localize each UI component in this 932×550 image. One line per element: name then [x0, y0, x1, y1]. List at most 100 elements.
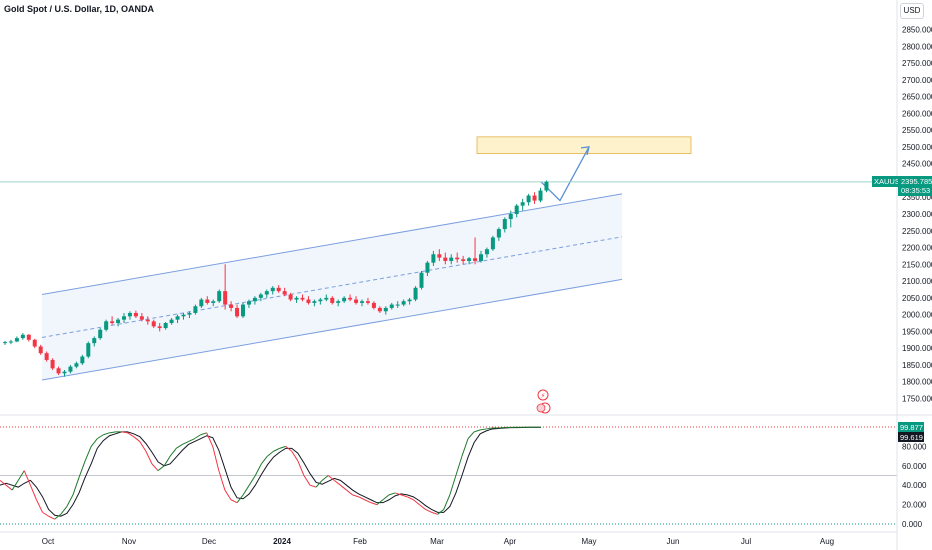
price-axis-label: 2650.000 — [902, 93, 932, 102]
time-axis-label: 2024 — [273, 537, 291, 546]
stoch-k-segment — [212, 446, 220, 471]
stoch-k-segment — [370, 502, 378, 506]
candle-body — [407, 299, 412, 302]
candle-body — [44, 353, 49, 360]
candle-body — [276, 287, 281, 292]
time-axis-label: Aug — [820, 537, 834, 546]
time-axis-label: Mar — [430, 537, 444, 546]
stoch-k-segment — [23, 470, 31, 486]
candle-body — [294, 297, 299, 300]
stoch-k-segment — [151, 463, 159, 471]
channel-upper-line[interactable] — [41, 193, 623, 296]
candle-body — [282, 291, 287, 295]
channel-lower-line[interactable] — [41, 278, 623, 381]
candle-body — [229, 304, 234, 308]
candle-body — [419, 272, 424, 288]
candle-body — [104, 321, 109, 330]
stoch-k-segment — [17, 470, 25, 481]
flash-icon-glyph: ⚡ — [541, 392, 546, 400]
candle-body — [330, 297, 335, 303]
candle-body — [217, 291, 222, 302]
projection-arrow[interactable] — [540, 146, 590, 202]
price-axis-label: 2100.000 — [902, 277, 932, 286]
candle-body — [425, 262, 430, 273]
stoch-k-segment — [309, 484, 317, 488]
stoch-k-segment — [321, 475, 329, 481]
stoch-k-segment — [340, 484, 347, 491]
candle-body — [318, 299, 323, 302]
price-axis-label: 1750.000 — [902, 395, 932, 404]
candle-body — [526, 195, 531, 203]
stoch-k-segment — [461, 438, 469, 457]
stoch-k-segment — [42, 511, 49, 517]
stoch-k-segment — [206, 432, 214, 447]
channel-mid-line[interactable] — [41, 236, 623, 338]
price-axis[interactable]: 2850.000 2800.000 2750.000 2700.000 2650.000… — [902, 26, 932, 404]
candle-body — [181, 314, 186, 317]
candle-body — [288, 294, 293, 300]
candle-body — [8, 341, 13, 343]
stoch-k-segment — [163, 455, 171, 467]
candle-body — [336, 301, 341, 303]
stoch-k-segment — [352, 494, 359, 498]
stoch-k-segment — [315, 480, 323, 488]
indicator-axis[interactable]: 80.000 60.000 40.000 20.000 0.000 — [902, 442, 927, 529]
stoch-k-segment — [176, 444, 183, 449]
candle-body — [389, 304, 394, 308]
candle-body — [395, 304, 400, 306]
time-axis[interactable]: Oct Nov Dec 2024 Feb Mar Apr May Jun Jul Aug — [42, 537, 834, 546]
candle-body — [98, 329, 103, 339]
candle-body — [312, 301, 317, 303]
candle-body — [371, 302, 376, 308]
candle-body — [26, 334, 31, 340]
candle-body — [490, 237, 495, 250]
stoch-k-segment — [443, 494, 451, 510]
stoch-k-segment — [121, 431, 128, 434]
time-axis-label: Nov — [122, 537, 136, 546]
candle-body — [467, 258, 472, 261]
indicator-axis-label: 0.000 — [902, 520, 923, 529]
currency-button[interactable]: USD — [900, 3, 924, 19]
time-axis-label: Jul — [741, 537, 751, 546]
stoch-k-tag: 99.877 — [900, 423, 923, 432]
stoch-k-segment — [346, 489, 353, 496]
price-axis-label: 2350.000 — [902, 193, 932, 202]
stoch-k-segment — [273, 447, 280, 452]
candle-body — [431, 254, 436, 263]
stoch-k-segment — [425, 508, 432, 513]
target-zone[interactable] — [476, 136, 692, 155]
price-axis-label: 2000.000 — [902, 311, 932, 320]
price-axis-label: 2500.000 — [902, 143, 932, 152]
candle-body — [496, 229, 501, 238]
candle-body — [133, 312, 138, 317]
stoch-k-segment — [449, 475, 457, 496]
time-axis-label: Oct — [42, 537, 55, 546]
candles — [3, 180, 549, 377]
stoch-k-segment — [66, 494, 74, 507]
flash-icon[interactable] — [537, 389, 549, 401]
candle-body — [246, 301, 251, 305]
candle-body — [187, 312, 192, 315]
stochastic-pane[interactable] — [0, 426, 897, 525]
candle-body — [169, 319, 174, 324]
candle-body — [32, 339, 37, 347]
candle-body — [342, 297, 347, 302]
stoch-k-segment — [303, 475, 311, 486]
stoch-k-segment — [11, 480, 19, 491]
candle-body — [258, 294, 263, 298]
stoch-d-tag: 99.619 — [900, 433, 923, 442]
price-axis-label: 2700.000 — [902, 76, 932, 85]
candle-body — [235, 307, 240, 317]
stoch-k-segment — [84, 446, 92, 462]
candle-body — [56, 368, 61, 374]
stoch-k-segment — [29, 485, 37, 500]
stoch-k-segment — [279, 445, 286, 449]
candle-body — [264, 291, 269, 295]
candle-body — [252, 297, 257, 302]
stoch-k-segment — [5, 484, 13, 491]
candle-body — [461, 259, 466, 261]
candle-body — [74, 363, 79, 367]
us-flag-icon-2[interactable] — [536, 403, 546, 413]
candle-body — [68, 366, 73, 372]
